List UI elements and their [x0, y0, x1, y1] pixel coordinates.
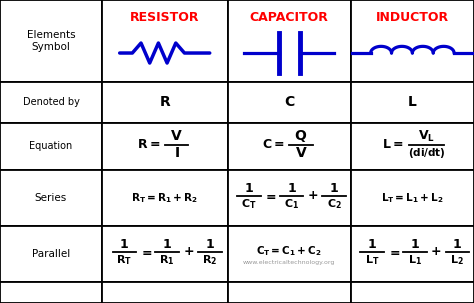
Text: $\mathbf{1}$: $\mathbf{1}$ [244, 182, 254, 195]
Text: $\mathbf{R_2}$: $\mathbf{R_2}$ [202, 253, 218, 267]
Bar [102, 123, 228, 170]
Bar [351, 82, 474, 123]
Bar [228, 0, 351, 82]
Text: $\mathbf{=}$: $\mathbf{=}$ [139, 245, 153, 258]
Bar [0, 170, 102, 226]
Bar [102, 0, 228, 82]
Bar [228, 82, 351, 123]
Text: $\mathbf{C =}$: $\mathbf{C =}$ [262, 138, 284, 151]
Text: INDUCTOR: INDUCTOR [376, 12, 449, 25]
Text: $\mathbf{V}$: $\mathbf{V}$ [170, 129, 183, 143]
Text: $\mathbf{=}$: $\mathbf{=}$ [264, 189, 277, 202]
Text: $\mathbf{1}$: $\mathbf{1}$ [329, 182, 339, 195]
Bar [351, 226, 474, 282]
Text: $\mathbf{+}$: $\mathbf{+}$ [183, 245, 194, 258]
Bar [351, 170, 474, 226]
Text: $\mathbf{1}$: $\mathbf{1}$ [410, 238, 419, 251]
Text: $\mathbf{1}$: $\mathbf{1}$ [287, 182, 296, 195]
Text: $\mathbf{R_1}$: $\mathbf{R_1}$ [159, 253, 175, 267]
Text: Elements
Symbol: Elements Symbol [27, 30, 75, 52]
Text: Parallel: Parallel [32, 249, 70, 259]
Text: $\mathbf{C_T}$: $\mathbf{C_T}$ [241, 197, 257, 211]
Text: $\mathbf{C_2}$: $\mathbf{C_2}$ [327, 197, 342, 211]
Bar [228, 123, 351, 170]
Text: $\mathbf{(di/dt)}$: $\mathbf{(di/dt)}$ [408, 146, 446, 160]
Bar [351, 282, 474, 303]
Bar [0, 226, 102, 282]
Bar [102, 170, 228, 226]
Text: $\mathbf{R_T}$: $\mathbf{R_T}$ [117, 253, 132, 267]
Bar [351, 123, 474, 170]
Text: Series: Series [35, 193, 67, 203]
Text: Denoted by: Denoted by [23, 97, 79, 107]
Text: $\mathbf{R_T = R_1 + R_2}$: $\mathbf{R_T = R_1 + R_2}$ [131, 191, 198, 205]
Text: $\mathbf{L =}$: $\mathbf{L =}$ [383, 138, 404, 151]
Text: $\mathbf{1}$: $\mathbf{1}$ [119, 238, 129, 251]
Bar [102, 82, 228, 123]
Text: C: C [284, 95, 294, 109]
Bar [0, 82, 102, 123]
Bar [228, 226, 351, 282]
Bar [0, 123, 102, 170]
Text: $\mathbf{+}$: $\mathbf{+}$ [307, 189, 319, 202]
Text: $\mathbf{+}$: $\mathbf{+}$ [430, 245, 442, 258]
Text: $\mathbf{V}$: $\mathbf{V}$ [295, 146, 307, 160]
Text: RESISTOR: RESISTOR [130, 12, 200, 25]
Text: $\mathbf{1}$: $\mathbf{1}$ [453, 238, 462, 251]
Bar [228, 170, 351, 226]
Bar [228, 282, 351, 303]
Text: $\mathbf{L_T}$: $\mathbf{L_T}$ [365, 253, 379, 267]
Bar [102, 282, 228, 303]
Text: $\mathbf{C_T = C_1 + C_2}$: $\mathbf{C_T = C_1 + C_2}$ [256, 244, 322, 258]
Bar [351, 0, 474, 82]
Text: $\mathbf{L_1}$: $\mathbf{L_1}$ [408, 253, 422, 267]
Text: $\mathbf{Q}$: $\mathbf{Q}$ [294, 128, 308, 144]
Text: $\mathbf{=}$: $\mathbf{=}$ [387, 245, 400, 258]
Text: $\mathbf{I}$: $\mathbf{I}$ [173, 146, 180, 160]
Text: CAPACITOR: CAPACITOR [250, 12, 328, 25]
Text: R: R [159, 95, 170, 109]
Text: www.electricaltechnology.org: www.electricaltechnology.org [243, 260, 335, 265]
Text: $\mathbf{1}$: $\mathbf{1}$ [162, 238, 172, 251]
Bar [0, 0, 102, 82]
Text: $\mathbf{L_2}$: $\mathbf{L_2}$ [450, 253, 465, 267]
Text: $\mathbf{R =}$: $\mathbf{R =}$ [137, 138, 160, 151]
Text: $\mathbf{C_1}$: $\mathbf{C_1}$ [284, 197, 299, 211]
Text: Equation: Equation [29, 141, 73, 151]
Bar [0, 282, 102, 303]
Bar [102, 226, 228, 282]
Text: $\mathbf{1}$: $\mathbf{1}$ [205, 238, 215, 251]
Text: $\mathbf{1}$: $\mathbf{1}$ [367, 238, 377, 251]
Text: $\mathbf{V_L}$: $\mathbf{V_L}$ [418, 129, 435, 144]
Text: $\mathbf{L_T = L_1 + L_2}$: $\mathbf{L_T = L_1 + L_2}$ [381, 191, 444, 205]
Text: L: L [408, 95, 417, 109]
